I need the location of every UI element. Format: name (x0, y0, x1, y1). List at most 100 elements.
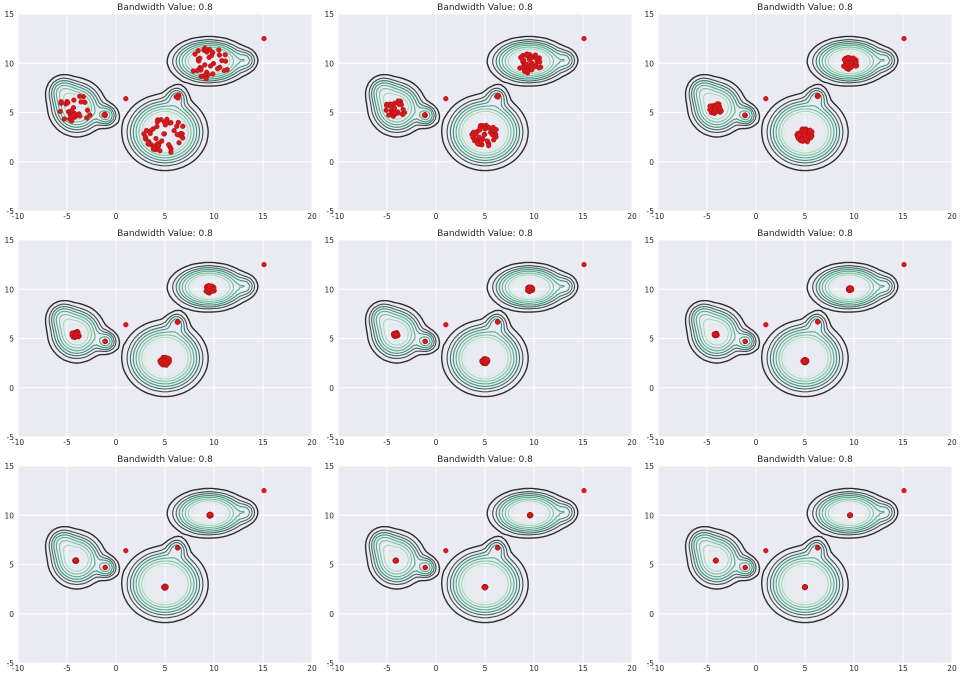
x-tick-label: 15 (578, 438, 588, 447)
y-tick-label: 5 (9, 335, 14, 344)
contour-level-7 (703, 48, 871, 154)
data-point (261, 35, 267, 42)
data-point (901, 35, 907, 42)
contour-level-6 (58, 498, 235, 608)
data-point (581, 35, 587, 42)
contour-level-2 (368, 265, 576, 393)
data-point (210, 60, 217, 67)
data-point (180, 123, 186, 129)
data-point (87, 112, 93, 118)
x-tick-label: 0 (114, 664, 119, 673)
data-point (901, 488, 907, 494)
scatter-points (712, 488, 907, 591)
data-point (815, 319, 821, 325)
scatter-points (391, 262, 587, 367)
x-tick-label: 5 (483, 212, 488, 221)
x-tick-label: 20 (307, 438, 317, 447)
x-tick-label: -5 (63, 664, 71, 673)
contour-level-2 (48, 491, 256, 619)
contour-level-3 (371, 493, 573, 616)
panel-title: Bandwidth Value: 0.8 (437, 229, 533, 239)
data-point (166, 142, 172, 148)
contour-level-7 (63, 274, 231, 380)
data-point (422, 338, 428, 345)
data-point (519, 65, 525, 71)
y-tick-label: 10 (644, 511, 654, 520)
data-point (400, 106, 406, 113)
data-point (211, 286, 217, 292)
contour-level-4 (693, 495, 891, 613)
contour-level-5 (695, 44, 885, 159)
contour-level-3 (51, 267, 253, 390)
contour-level-4 (373, 269, 571, 387)
y-tick-label: 0 (329, 384, 334, 393)
contour-level-6 (58, 272, 235, 382)
y-tick-label: 0 (329, 158, 334, 167)
y-tick-label: -5 (7, 659, 15, 668)
contour-level-5 (375, 496, 565, 611)
x-tick-label: 20 (627, 212, 637, 221)
data-point (78, 99, 84, 105)
y-tick-label: 5 (9, 561, 14, 570)
data-point (815, 545, 821, 551)
data-point (529, 67, 535, 73)
panel-title: Bandwidth Value: 0.8 (117, 3, 213, 13)
y-tick-label: 5 (329, 561, 334, 570)
contour-level-3 (51, 41, 253, 164)
contour-level-7 (63, 500, 231, 606)
contour-level-4 (373, 495, 571, 613)
y-tick-label: 5 (649, 335, 654, 344)
x-tick-label: 5 (163, 438, 168, 447)
contour-level-7 (703, 274, 871, 380)
data-point (71, 97, 77, 103)
y-tick-label: 5 (649, 561, 654, 570)
contour-level-6 (378, 46, 555, 156)
contour-level-1 (44, 261, 259, 398)
data-point (421, 112, 428, 118)
data-point (478, 139, 484, 145)
y-tick-label: 15 (644, 462, 654, 471)
x-tick-label: 15 (258, 212, 268, 221)
x-tick-label: -5 (383, 212, 391, 221)
data-point (526, 56, 533, 63)
contour-level-5 (375, 44, 565, 159)
x-tick-label: -10 (12, 212, 24, 221)
x-tick-label: 10 (209, 664, 219, 673)
data-point (153, 136, 159, 142)
x-tick-label: 15 (258, 664, 268, 673)
data-point (150, 146, 157, 152)
data-point (529, 60, 535, 67)
contour-level-6 (698, 46, 875, 156)
y-tick-label: 15 (4, 462, 14, 471)
contour-level-2 (48, 265, 256, 393)
data-point (223, 58, 229, 64)
data-point (261, 262, 267, 268)
data-point (391, 110, 397, 116)
contour-level-1 (364, 35, 579, 172)
y-tick-label: 15 (4, 236, 14, 245)
data-point (422, 564, 428, 571)
x-tick-label: 15 (898, 664, 908, 673)
x-tick-label: 0 (434, 438, 439, 447)
data-point (58, 99, 64, 105)
y-tick-label: 10 (324, 59, 334, 68)
contour-level-3 (691, 41, 893, 164)
data-point (396, 101, 402, 108)
contour-level-1 (364, 261, 579, 398)
data-point (206, 283, 212, 289)
panel-title: Bandwidth Value: 0.8 (117, 229, 213, 239)
y-tick-label: 15 (324, 236, 334, 245)
data-point (742, 112, 748, 118)
y-tick-label: 5 (649, 109, 654, 118)
data-point (216, 47, 222, 53)
x-tick-label: 5 (483, 664, 488, 673)
data-point (495, 319, 501, 325)
data-point (180, 135, 186, 141)
data-point (850, 55, 857, 61)
data-point (847, 512, 853, 518)
y-tick-label: 0 (9, 610, 14, 619)
y-tick-label: -5 (327, 207, 335, 216)
y-tick-label: 15 (644, 10, 654, 19)
